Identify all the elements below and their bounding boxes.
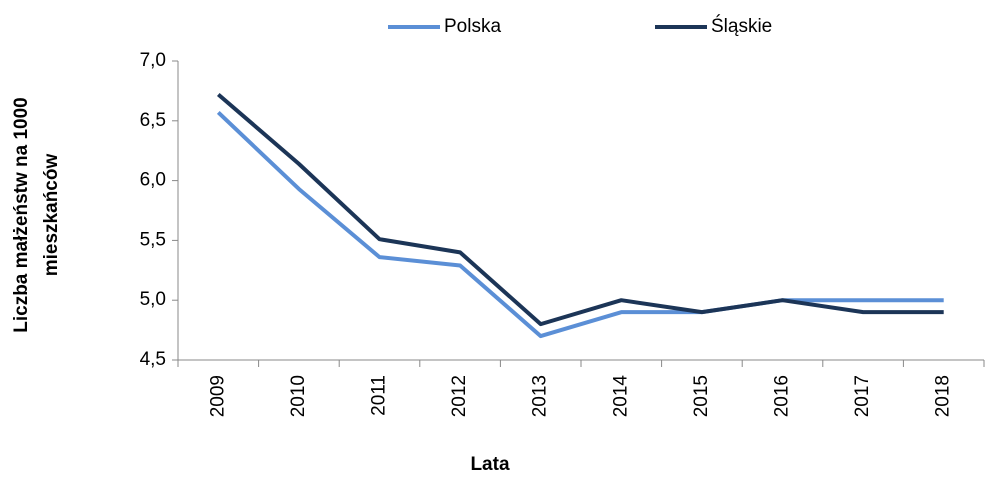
y-tick-label: 5,0 — [140, 289, 166, 310]
y-tick-label: 6,0 — [140, 170, 166, 191]
series-line — [216, 110, 944, 339]
y-tick-label: 7,0 — [140, 50, 166, 71]
x-tick-label: 2013 — [530, 375, 551, 417]
x-tick-label: 2011 — [369, 375, 390, 416]
x-tick-label: 2009 — [207, 375, 228, 417]
y-tick-label: 5,5 — [140, 229, 166, 250]
x-tick-label: 2018 — [933, 375, 954, 417]
x-tick-label: 2012 — [449, 375, 470, 417]
y-tick-label: 6,5 — [140, 110, 166, 131]
legend-label: Polska — [444, 16, 501, 37]
y-tick-label: 4,5 — [140, 349, 166, 370]
x-tick-label: 2010 — [288, 375, 309, 417]
legend-label: Śląskie — [711, 15, 772, 37]
x-tick-label: 2014 — [610, 375, 631, 418]
y-axis-label: mieszkańców — [41, 154, 62, 277]
x-tick-label: 2016 — [772, 375, 793, 417]
x-axis-label: Lata — [470, 454, 510, 475]
x-tick-label: 2015 — [691, 375, 712, 417]
y-axis-label: Liczba małżeństw na 1000 — [11, 97, 32, 333]
series-line — [216, 92, 944, 327]
x-tick-label: 2017 — [852, 375, 873, 417]
